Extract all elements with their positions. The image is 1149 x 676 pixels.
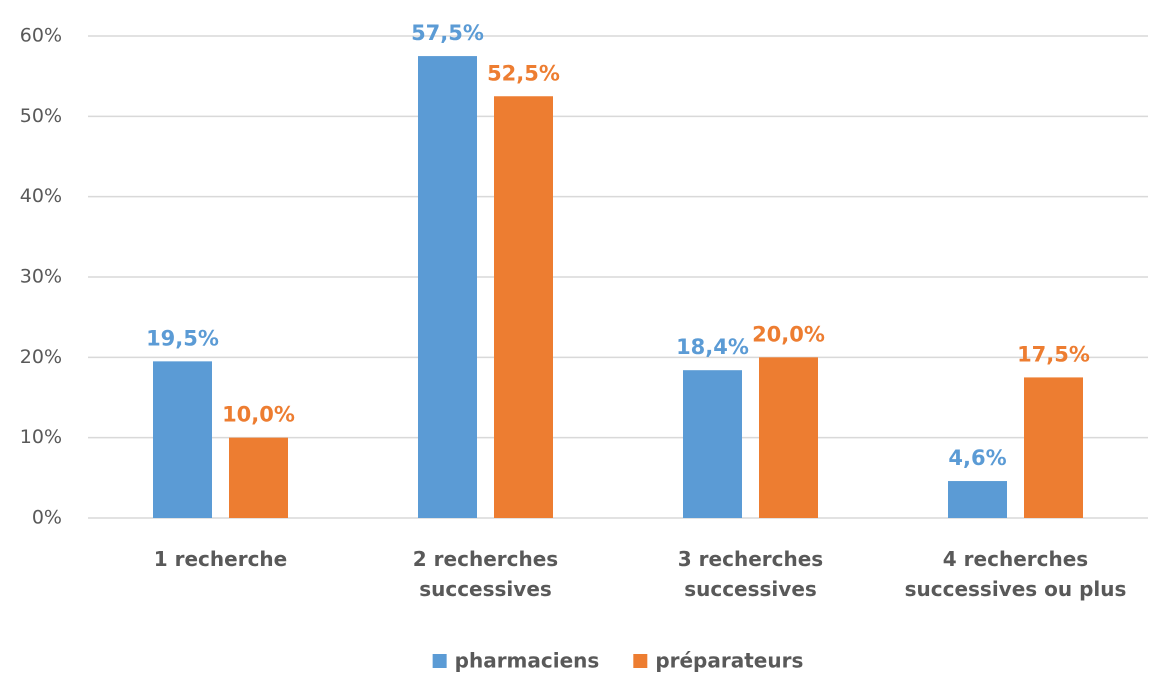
value-label: 19,5% <box>146 326 219 350</box>
bar <box>229 437 288 518</box>
legend-label: préparateurs <box>655 649 803 673</box>
legend-label: pharmaciens <box>455 649 600 673</box>
y-tick-label: 30% <box>20 266 62 288</box>
y-tick-label: 0% <box>32 507 62 529</box>
value-label: 18,4% <box>676 335 749 359</box>
bar <box>1024 377 1083 518</box>
y-tick-label: 60% <box>20 25 62 47</box>
bar <box>153 361 212 518</box>
x-tick-label: 2 recherches successives <box>412 547 559 601</box>
value-label: 10,0% <box>222 403 295 427</box>
y-tick-label: 50% <box>20 105 62 127</box>
value-label: 4,6% <box>948 446 1006 470</box>
bar <box>418 56 477 518</box>
bar <box>759 357 818 518</box>
value-label: 57,5% <box>411 21 484 45</box>
value-label: 52,5% <box>487 61 560 85</box>
x-tick-label-box: 3 recherches successives <box>677 547 824 601</box>
bar <box>494 96 553 518</box>
x-tick-label-box: 4 recherches successives ou plus <box>904 547 1127 601</box>
y-tick-label: 40% <box>20 185 62 207</box>
y-tick-label: 20% <box>20 346 62 368</box>
bar <box>948 481 1007 518</box>
x-tick-label-box: 2 recherches successives <box>412 547 559 601</box>
x-tick-label: 4 recherches successives ou plus <box>904 547 1127 601</box>
value-label: 20,0% <box>752 322 825 346</box>
bar <box>683 370 742 518</box>
legend: pharmaciens préparateurs <box>432 649 803 673</box>
value-label: 17,5% <box>1017 342 1090 366</box>
y-tick-label: 10% <box>20 426 62 448</box>
legend-swatch <box>633 654 648 668</box>
x-tick-label: 1 recherche <box>153 547 288 571</box>
x-tick-label-box: 1 recherche <box>153 547 288 571</box>
x-tick-label: 3 recherches successives <box>677 547 824 601</box>
legend-swatch <box>432 654 447 668</box>
